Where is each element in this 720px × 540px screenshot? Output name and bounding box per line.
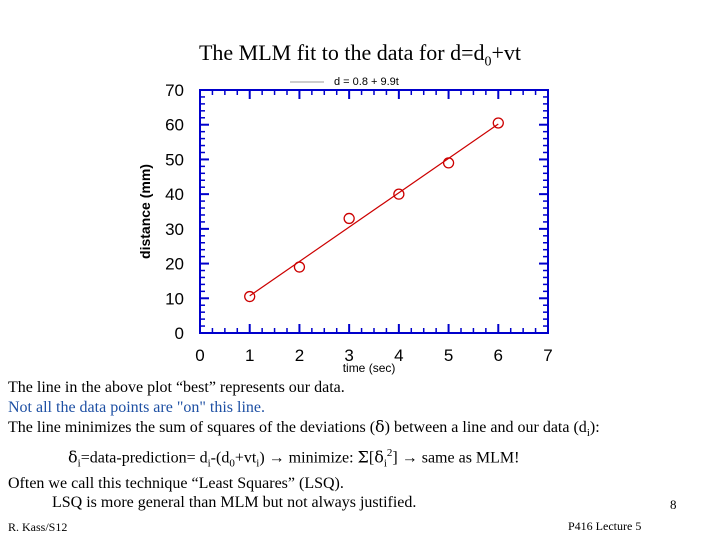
line3-part-b: ) between a line and our data (d (384, 419, 587, 436)
data-point (293, 261, 306, 273)
line4-sub-2: i (207, 457, 211, 470)
line4-part-d: ) → minimize: (259, 449, 358, 467)
slide-title-tail: +vt (491, 40, 522, 65)
line3-part-a: The line minimizes the sum of squares of… (8, 419, 376, 436)
sigma-symbol: Σ (357, 447, 369, 467)
line4-sub-1: i (77, 457, 81, 470)
y-tick-label: 0 (175, 324, 184, 343)
line4-sub-4: i (256, 457, 260, 470)
slide-title: The MLM fit to the data for d=d0+vt (0, 40, 720, 70)
y-tick-label: 20 (165, 255, 184, 274)
y-tick-label: 60 (165, 116, 184, 135)
body-line-2: Not all the data points are "on" this li… (8, 398, 266, 416)
slide-body: The line in the above plot “best” repres… (8, 378, 708, 513)
line4-sup: 2 (386, 446, 393, 459)
x-tick-label: 1 (245, 346, 254, 365)
fit-line (249, 123, 499, 297)
body-line-5: Often we call this technique “Least Squa… (8, 474, 344, 492)
body-line-4: δi=data-prediction= di-(d0+vti) → minimi… (8, 444, 708, 474)
line4-part-e: [ (368, 449, 375, 467)
page-number: 8 (670, 497, 677, 512)
x-tick-label: 6 (494, 346, 503, 365)
footer-author: R. Kass/S12 (8, 520, 68, 534)
line4-sub-5: i (383, 457, 387, 470)
line4-part-a: =data-prediction= d (80, 449, 208, 467)
line3-part-c: ): (589, 419, 600, 436)
delta-symbol: δ (375, 417, 385, 436)
data-point (343, 212, 355, 225)
x-tick-label: 0 (195, 346, 204, 365)
x-tick-label: 7 (543, 346, 552, 365)
delta-symbol: δ (374, 447, 384, 467)
data-point (393, 188, 405, 200)
footer-lecture: P416 Lecture 5 (568, 519, 642, 533)
legend-label: d = 0.8 + 9.9t (334, 76, 399, 88)
y-tick-label: 30 (165, 220, 184, 239)
data-point (244, 290, 256, 303)
line4-part-c: +vt (234, 449, 257, 467)
data-point (442, 157, 455, 169)
body-line-1: The line in the above plot “best” repres… (8, 379, 345, 396)
slide-title-sub: 0 (484, 54, 492, 70)
line4-part-b: -(d (210, 449, 230, 467)
delta-symbol: δ (68, 447, 78, 467)
line4-sub-3: 0 (229, 457, 235, 470)
line4-part-f: ] → same as MLM! (392, 449, 520, 467)
y-axis-label: distance (mm) (137, 164, 153, 259)
y-tick-label: 40 (165, 185, 184, 204)
data-point (492, 117, 504, 129)
y-tick-label: 50 (165, 150, 184, 169)
x-tick-label: 2 (295, 346, 304, 365)
x-tick-label: 5 (444, 346, 453, 365)
x-axis-label: time (sec) (343, 361, 396, 375)
x-tick-label: 4 (394, 346, 403, 365)
line3-sub: i (586, 427, 590, 440)
y-tick-label: 70 (165, 81, 184, 100)
slide-title-main: The MLM fit to the data for d=d (198, 40, 485, 65)
body-line-6: LSQ is more general than MLM but not alw… (52, 494, 417, 512)
body-line-3: The line minimizes the sum of squares of… (8, 417, 708, 444)
y-tick-label: 10 (165, 289, 184, 308)
x-tick-label: 3 (344, 346, 353, 365)
